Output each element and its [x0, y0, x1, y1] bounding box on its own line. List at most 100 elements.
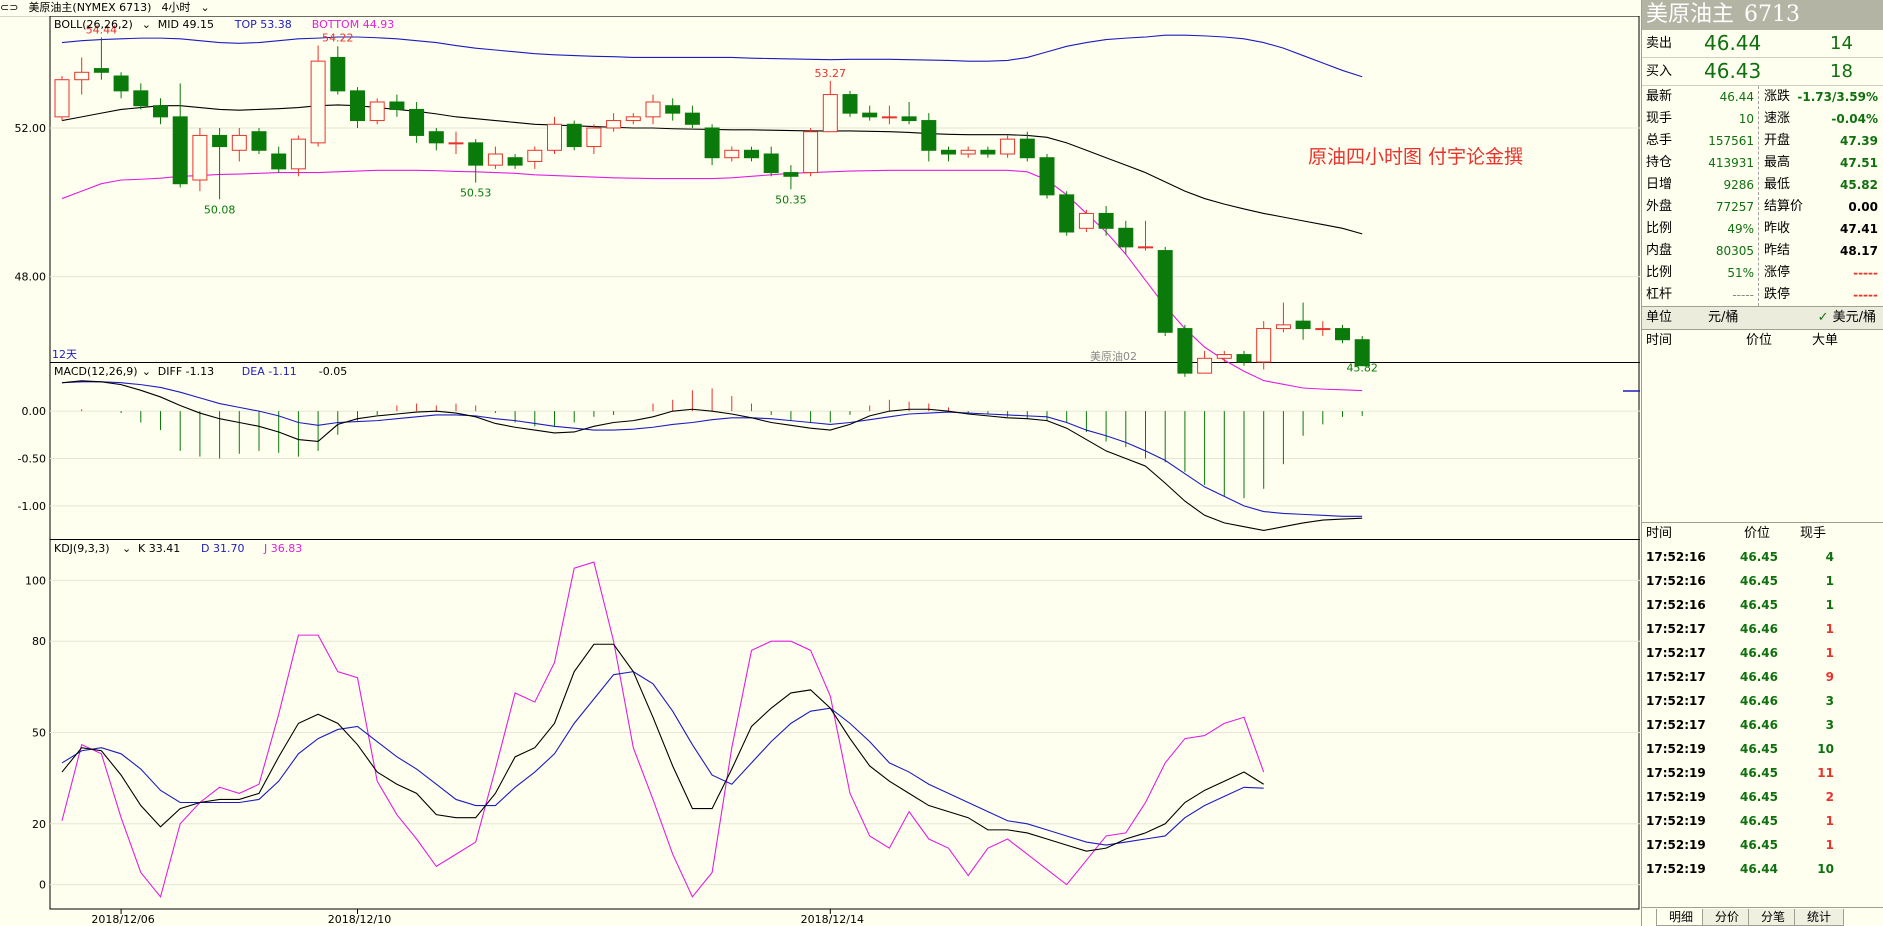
stat-value: 47.41 [1840, 222, 1878, 236]
candle-body [153, 105, 168, 118]
candle [1236, 350, 1252, 366]
candle-body [54, 79, 70, 118]
legend-entry: MID 49.15 [158, 18, 214, 31]
candle [724, 146, 740, 162]
candle-body [1098, 212, 1114, 229]
stat-row: 杠杆 ----- 跌停 ----- [1642, 284, 1883, 306]
period-range-label: 12天 [52, 348, 77, 361]
stat-label: 涨停 [1764, 265, 1791, 280]
tick-price: 46.44 [1740, 862, 1778, 876]
tick-row: 17:52:17 46.46 3 [1642, 713, 1883, 737]
chevron-down-icon: ⌄ [122, 542, 131, 555]
tick-price: 46.46 [1740, 670, 1778, 684]
stat-value: 48.17 [1840, 244, 1878, 258]
stat-label: 比例 [1646, 221, 1673, 236]
unit-value[interactable]: 元/桶 [1708, 310, 1739, 325]
y-tick-label: 0.00 [22, 405, 47, 418]
tick-qty: 1 [1825, 838, 1834, 852]
candle-body [1118, 227, 1134, 248]
candle-body [409, 108, 425, 136]
legend-entry: BOTTOM 44.93 [312, 18, 394, 31]
high-low-label: 50.53 [460, 187, 492, 200]
stat-row: 现手 10 速涨 -0.04% [1642, 108, 1883, 130]
instrument-title[interactable]: 美原油主(NYMEX 6713) [28, 1, 152, 14]
candle [1078, 209, 1094, 232]
candle-body [330, 56, 346, 92]
tick-qty: 3 [1825, 694, 1834, 708]
tab-3[interactable]: 统计 [1794, 909, 1844, 926]
candle [74, 57, 90, 95]
candle [684, 105, 700, 128]
stat-value: -1.73/3.59% [1797, 90, 1878, 104]
candle [153, 98, 168, 125]
legend-entry: K 33.41 [138, 542, 180, 555]
x-tick-label: 2018/12/14 [801, 913, 864, 926]
candle [428, 128, 444, 151]
chart-link-icon[interactable]: ⊂⊃ [0, 1, 19, 14]
candle-body [468, 142, 484, 166]
candle-body [921, 120, 937, 151]
candle [389, 94, 405, 117]
period-label: 4小时 [161, 1, 191, 14]
candle-body [684, 112, 700, 125]
candle-body [744, 149, 759, 159]
candle [803, 128, 819, 177]
candle-body [1354, 339, 1370, 367]
candle-body [133, 90, 149, 107]
y-tick-label: -0.50 [18, 453, 46, 466]
tick-qty: 9 [1825, 670, 1834, 684]
candle [763, 146, 779, 177]
candle [1059, 191, 1075, 236]
candle-body [428, 131, 444, 144]
candle [862, 105, 878, 121]
tick-time: 17:52:17 [1646, 718, 1706, 732]
candle [369, 98, 385, 125]
quote-panel: 美原油主 6713 卖出 46.44 14 买入 46.43 18 最新 46.44… [1641, 0, 1883, 926]
stat-value: ----- [1853, 266, 1878, 280]
stat-row: 持仓 413931 最高 47.51 [1642, 152, 1883, 174]
stat-label: 跌停 [1764, 287, 1791, 302]
tick-qty: 1 [1825, 598, 1834, 612]
unit-row: 单位 元/桶 ✓ 美元/桶 [1642, 307, 1883, 330]
x-tick-label: 2018/12/06 [91, 913, 154, 926]
kdj-k-line [61, 643, 1264, 852]
stat-value: ----- [1732, 288, 1754, 302]
chevron-down-icon: ⌄ [200, 1, 210, 14]
candle [231, 128, 247, 162]
candle-body [527, 149, 543, 162]
y-tick-label: 80 [32, 635, 46, 648]
stat-value: 45.82 [1840, 178, 1878, 192]
stat-label: 速涨 [1764, 111, 1791, 126]
sell-volume: 14 [1830, 33, 1853, 54]
candle-body [1256, 328, 1272, 363]
candle-body [1335, 328, 1350, 341]
candle [1197, 350, 1213, 374]
big-orders-list[interactable] [1642, 352, 1883, 523]
candle [1177, 324, 1193, 377]
tick-row: 17:52:17 46.46 9 [1642, 665, 1883, 689]
buy-quote-row: 买入 46.43 18 [1642, 58, 1883, 86]
unit-alt-option[interactable]: ✓ 美元/桶 [1818, 307, 1876, 329]
candle-body [803, 131, 819, 174]
legend-entry: DIFF -1.13 [158, 365, 214, 378]
candle-body [369, 101, 385, 122]
tab-1[interactable]: 分价 [1702, 909, 1752, 926]
candle [1216, 350, 1232, 362]
candle [1354, 336, 1370, 367]
ticks-list[interactable]: 17:52:16 46.45 4 17:52:16 46.45 1 17:52:16 46.4… [1642, 545, 1883, 881]
chart-area[interactable]: 52.00 48.00 54.44 50.08 54.22 50.53 50.35 53.27… [0, 16, 1640, 926]
candle-body [1157, 250, 1173, 333]
tick-time: 17:52:16 [1646, 598, 1706, 612]
candle-body [310, 60, 326, 144]
tab-2[interactable]: 分笔 [1748, 909, 1798, 926]
candle-body [290, 138, 306, 170]
kdj-d-line [61, 671, 1264, 846]
candle-body [192, 134, 208, 181]
candle-body [271, 153, 287, 170]
candle [980, 146, 996, 158]
tab-0[interactable]: 明细 [1656, 909, 1706, 926]
candle [625, 113, 641, 125]
period-selector[interactable]: 4小时 ⌄ [161, 1, 219, 14]
stat-value: 9286 [1723, 178, 1754, 192]
candle [822, 80, 838, 133]
